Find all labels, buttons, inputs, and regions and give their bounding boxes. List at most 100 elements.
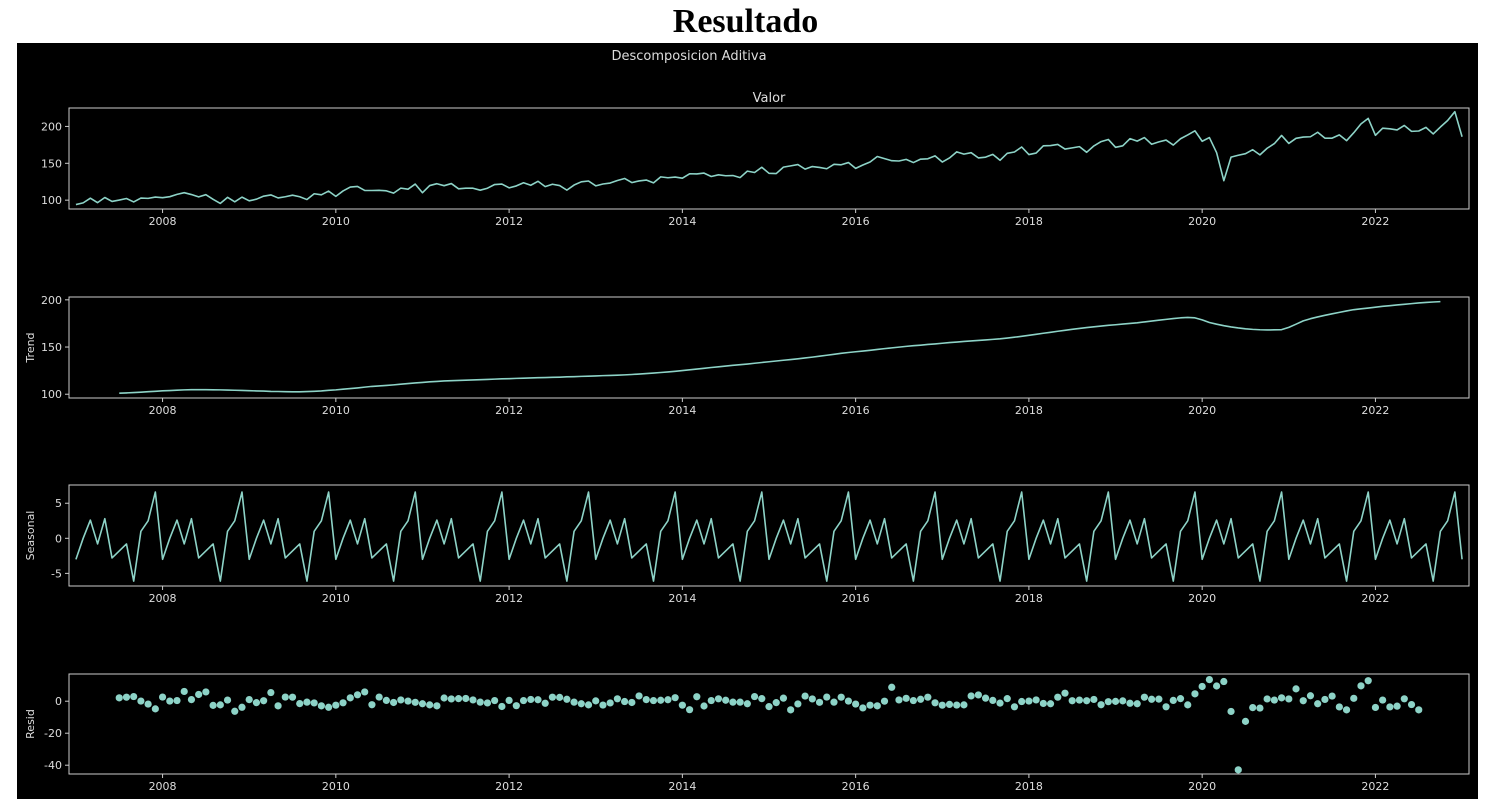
valor-xtick-label: 2020 [1188, 215, 1216, 228]
resid-point [635, 692, 643, 700]
resid-point [917, 695, 925, 703]
resid-point [158, 693, 167, 701]
trend-xtick-label: 2012 [495, 404, 523, 417]
resid-point [895, 696, 903, 704]
resid-point [794, 700, 802, 708]
resid-point [772, 699, 780, 707]
resid-point [1292, 685, 1300, 693]
resid-xtick-label: 2022 [1361, 780, 1389, 793]
resid-point [1184, 701, 1192, 709]
resid-point [1321, 695, 1329, 704]
resid-point [433, 702, 441, 710]
valor-series-line [75, 110, 1463, 206]
resid-xtick-label: 2012 [495, 780, 523, 793]
resid-point [1162, 703, 1170, 711]
resid-point [447, 695, 455, 703]
resid-point [404, 697, 412, 705]
resid-point [1018, 697, 1026, 706]
resid-xtick-label: 2010 [322, 780, 350, 793]
valor-ytick-label: 100 [41, 194, 62, 207]
resid-point [830, 698, 838, 706]
resid-point [599, 701, 607, 709]
resid-point [621, 697, 629, 706]
seasonal-ylabel: Seasonal [24, 511, 37, 561]
resid-ytick-label: -20 [44, 727, 62, 740]
resid-point [1241, 717, 1250, 725]
resid-point [288, 693, 297, 701]
seasonal-ytick-label: 5 [55, 497, 62, 510]
resid-point [671, 694, 679, 702]
trend-ytick-label: 100 [41, 388, 62, 401]
seasonal-ytick-label: -5 [51, 567, 62, 580]
resid-point [613, 695, 621, 703]
resid-xtick-label: 2020 [1188, 780, 1216, 793]
resid-point [368, 701, 376, 709]
resid-point [209, 701, 217, 709]
resid-point [628, 698, 636, 707]
resid-point [974, 691, 982, 699]
resid-point [852, 700, 860, 708]
resid-point [252, 699, 261, 707]
resid-point [1061, 689, 1069, 697]
seasonal-axes-frame [68, 484, 1470, 587]
resid-point [981, 694, 990, 702]
decomposition-figure: Descomposicion Aditiva Valor 100 150 200 200… [17, 43, 1478, 799]
resid-point [837, 693, 845, 701]
resid-point [996, 699, 1004, 707]
resid-point [1097, 701, 1105, 709]
trend-xtick-label: 2014 [668, 404, 696, 417]
resid-point [1371, 703, 1380, 712]
resid-point [137, 697, 145, 705]
resid-point [758, 695, 766, 703]
resid-point [1342, 706, 1351, 714]
resid-point [1039, 699, 1047, 708]
resid-point [1191, 690, 1199, 698]
seasonal-xtick-label: 2020 [1188, 592, 1216, 605]
resid-point [953, 701, 961, 709]
resid-point [924, 693, 932, 701]
resid-point [1256, 704, 1264, 712]
resid-point [130, 692, 138, 701]
resid-point [1133, 700, 1141, 708]
resid-point [281, 693, 289, 701]
resid-point [859, 704, 867, 712]
resid-point [1054, 693, 1062, 701]
resid-point [1220, 677, 1228, 686]
resid-point [303, 698, 311, 706]
resid-point [274, 702, 282, 710]
resid-point [418, 700, 427, 708]
resid-point [223, 696, 232, 704]
resid-point [332, 701, 340, 709]
resid-point [1169, 696, 1177, 705]
resid-point [541, 699, 549, 707]
valor-panel: Valor 100 150 200 2008 2010 2012 2014 2016 2018 20… [41, 91, 1470, 228]
resid-point [267, 688, 275, 697]
resid-point [166, 697, 174, 705]
resid-point [1299, 697, 1307, 705]
resid-point [195, 690, 203, 699]
resid-point [664, 696, 672, 704]
figure-suptitle: Descomposicion Aditiva [611, 49, 766, 64]
resid-point [1306, 692, 1315, 700]
resid-point [1386, 703, 1394, 711]
resid-point [115, 694, 123, 702]
trend-ytick-label: 200 [41, 294, 62, 307]
resid-point [180, 687, 188, 696]
resid-point [1119, 697, 1127, 705]
valor-panel-title: Valor [753, 91, 786, 106]
seasonal-xtick-label: 2018 [1015, 592, 1043, 605]
valor-ytick-label: 150 [41, 157, 62, 170]
resid-point [967, 692, 975, 700]
resid-point [1328, 692, 1336, 700]
resid-panel: Resid -40 -20 0 2008 2010 2012 2014 2016 2018 2020… [24, 673, 1470, 793]
resid-point [888, 683, 896, 691]
resid-point [750, 692, 759, 701]
resid-xtick-label: 2016 [842, 780, 870, 793]
resid-point [498, 702, 506, 711]
resid-point [577, 700, 585, 708]
trend-xtick-label: 2010 [322, 404, 350, 417]
resid-point [1126, 699, 1134, 707]
resid-ytick-label: 0 [55, 695, 62, 708]
valor-xtick-label: 2008 [149, 215, 177, 228]
resid-point [700, 702, 708, 710]
